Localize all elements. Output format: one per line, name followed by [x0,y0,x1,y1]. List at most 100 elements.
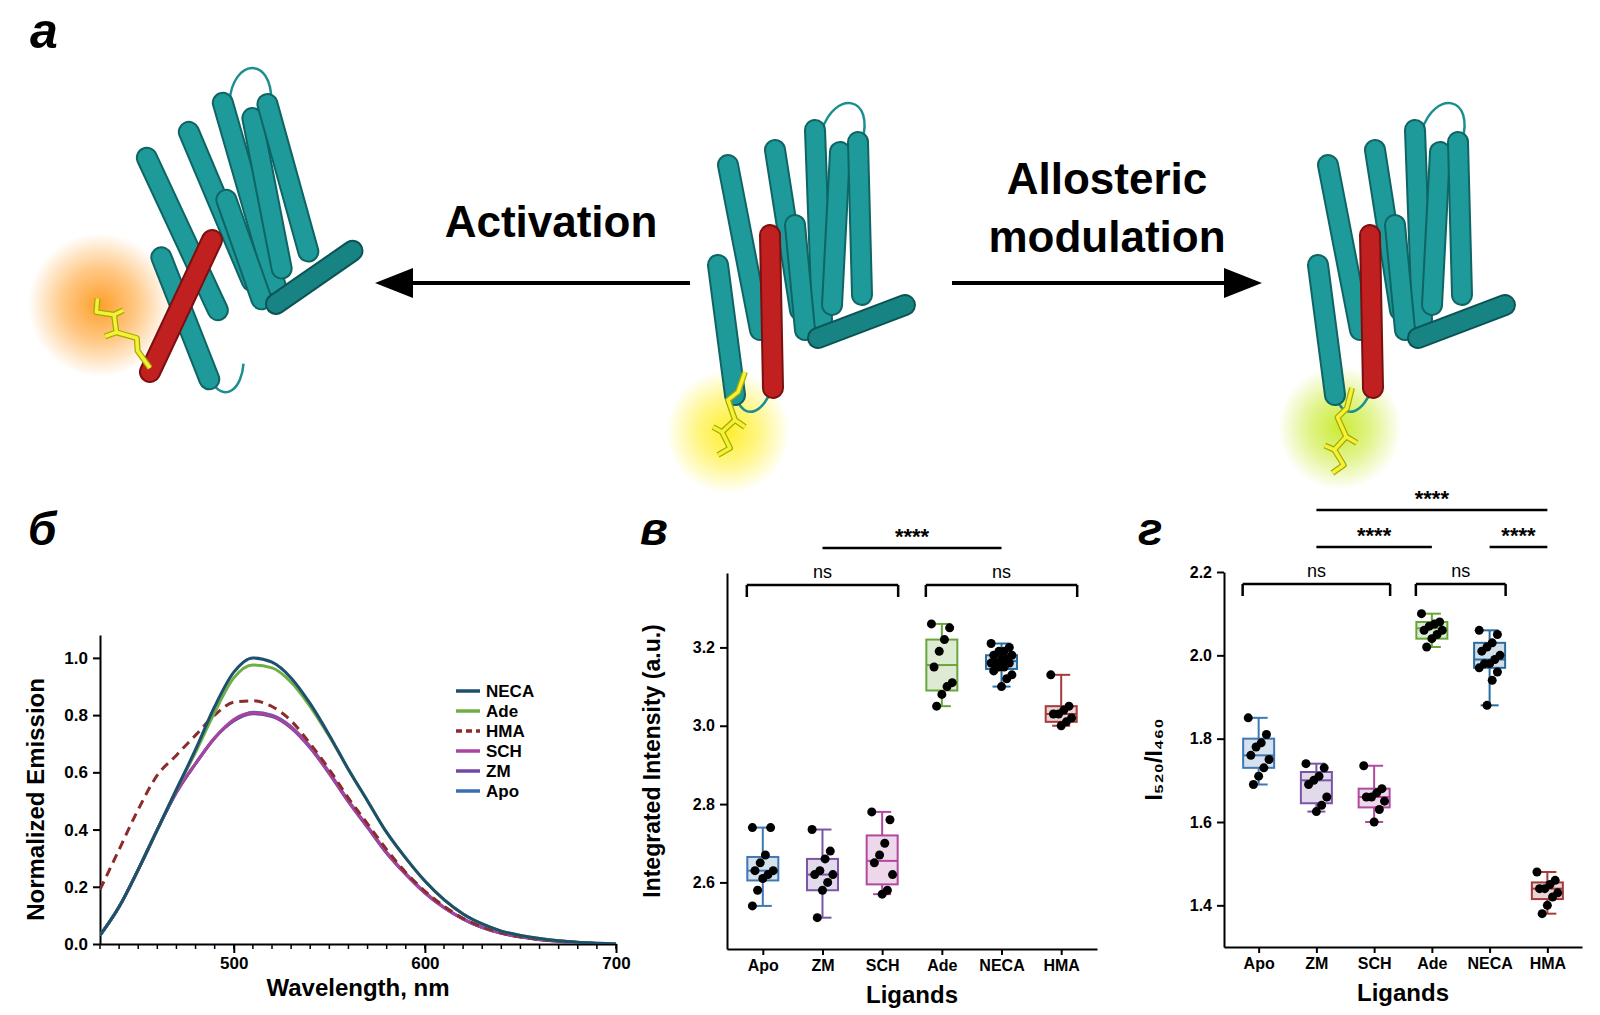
tick-label: 2.2 [1190,564,1212,581]
tick-mark [1217,822,1224,824]
tick-mark [720,804,727,806]
helix-edge [1458,142,1462,295]
tick-label: 2.8 [693,796,715,813]
receptor [666,103,905,494]
data-point [1532,868,1541,877]
figure: аActivationAllostericmodulationб50060070… [0,0,1600,1015]
ligand-body [1320,388,1359,473]
data-point [1359,761,1368,770]
x-axis: ApoZMSCHAdeNECAHMA [728,949,1098,974]
significance-label: **** [895,524,930,549]
tick-label: 0.0 [64,935,88,954]
data-point [1301,759,1310,768]
x-axis-title: Ligands [866,981,958,1008]
tick-label: SCH [866,957,900,974]
tick: 0.0 [64,935,100,954]
tick: 1.8 [1190,730,1224,747]
data-point [818,886,827,895]
helix-moving-edge [770,235,773,388]
tick-mark [1217,738,1224,740]
box-group [1243,713,1274,789]
series-line [100,712,616,944]
legend-swatch [456,749,480,753]
tick-label: NECA [979,957,1025,974]
arrow-label: Allostericmodulation [988,154,1225,261]
data-point [753,886,762,895]
tick: ZM [1305,947,1328,972]
helix [795,225,805,330]
legend-label: ZM [486,762,511,781]
data-point [989,651,998,660]
data-point [987,639,996,648]
tick-label: 1.0 [64,649,88,668]
helix-bundle [718,103,905,412]
panel-label: в [640,503,668,555]
tick: NECA [1467,947,1513,972]
data-point [1370,818,1379,827]
box [1301,772,1332,803]
arrow-label-line: Allosteric [1007,154,1208,203]
tick: 2.8 [693,796,727,813]
axis-line [1224,573,1226,948]
x-axis-title: Ligands [1357,979,1449,1006]
tick: 1.6 [1190,814,1224,831]
significance-bracket: ns [747,562,898,597]
helix-edge [1415,130,1422,320]
box-group [867,807,898,898]
tick-label: Ade [927,957,957,974]
helix-edge [226,197,261,301]
tick-label: 0.8 [64,706,88,725]
helix-edge [267,103,308,252]
data-point [1488,676,1497,685]
data-point [940,635,949,644]
box-group [1532,868,1563,919]
data-point [1375,805,1384,814]
helix-edge [832,152,840,305]
data-point [932,702,941,711]
arrow-shaft [400,281,690,285]
box-group [1416,609,1447,651]
data-point [878,890,887,899]
significance-bracket: **** [1490,523,1548,548]
tick-mark [1217,655,1224,657]
helix-edge [858,142,862,295]
series-line [100,665,616,944]
data-point [997,682,1006,691]
data-point [1427,634,1436,643]
tick-label: Ade [1417,955,1447,972]
data-point [1543,901,1552,910]
data-point [1249,780,1258,789]
bracket-end [1241,584,1244,596]
x-axis: 500600700 [101,944,631,973]
tick-mark [720,725,727,727]
tick-label: 600 [411,954,439,973]
data-point [1362,793,1371,802]
legend: NECAAdeHMASCHZMApo [456,682,534,801]
helix-edge [1432,152,1440,305]
tick: NECA [979,949,1025,974]
helix-edge [718,265,735,395]
tick: 3.2 [693,639,727,656]
helix [1432,152,1440,305]
significance-label: ns [813,562,832,582]
box-group [747,823,778,910]
data-point [1049,710,1058,719]
box-group [1046,670,1077,730]
data-point [823,878,832,887]
box [1243,739,1274,768]
tick-label: NECA [1467,955,1513,972]
tick: Ade [927,949,957,974]
data-point [1262,730,1271,739]
data-point [1483,701,1492,710]
tick-mark [1258,947,1260,953]
y-axis: 1.41.61.82.02.2 [1190,564,1225,948]
box-group [1301,759,1332,816]
whisker [1060,675,1062,706]
data-point [1304,780,1313,789]
tick: HMA [1530,947,1567,972]
tick-mark [233,944,235,953]
series-line [100,714,616,944]
whisker [1315,764,1317,772]
chart-2: г1.41.61.82.02.2ApoZMSCHAdeNECAHMAnsns**… [1138,486,1583,1006]
data-point [813,913,822,922]
